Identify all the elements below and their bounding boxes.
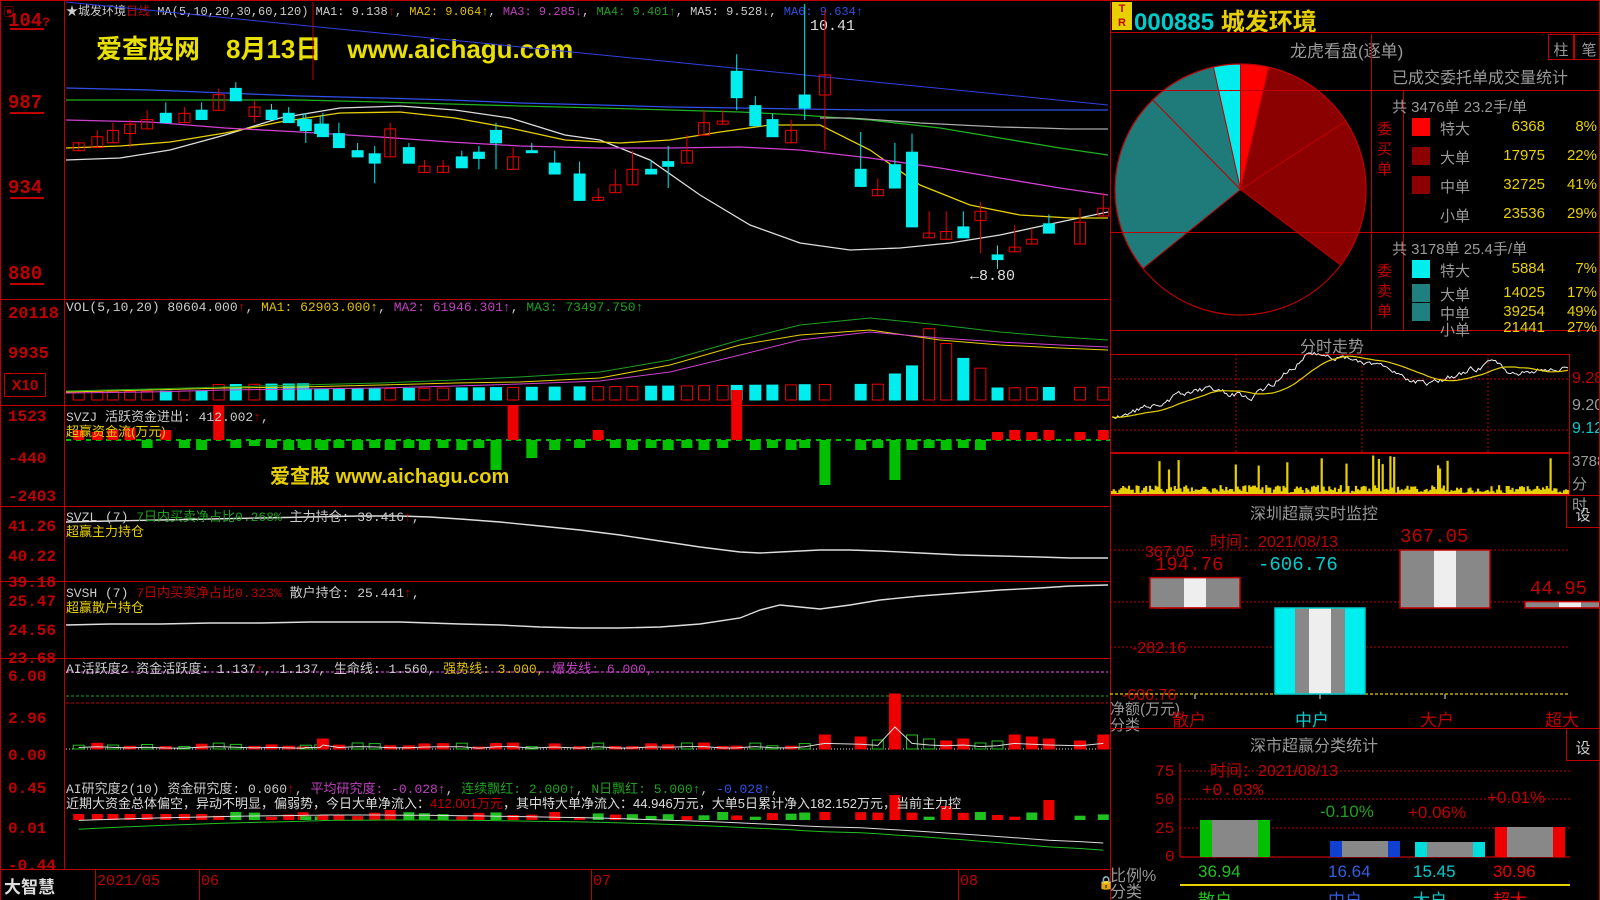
svg-text:-0.10%: -0.10% xyxy=(1320,802,1374,821)
svg-text:+0.03%: +0.03% xyxy=(1202,782,1264,801)
svg-text:+0.01%: +0.01% xyxy=(1487,788,1545,807)
svg-text:+0.06%: +0.06% xyxy=(1408,803,1466,822)
